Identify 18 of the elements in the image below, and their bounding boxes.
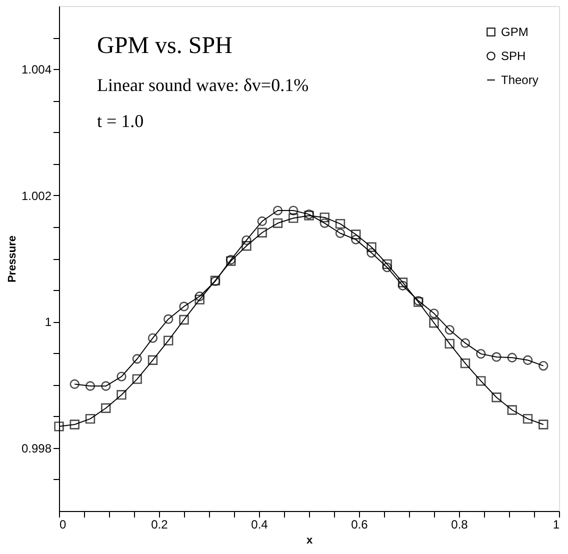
y-tick-label: 1.002 bbox=[21, 188, 52, 203]
y-axis-title: Pressure bbox=[6, 235, 18, 283]
x-tick-label: 1 bbox=[552, 518, 560, 532]
x-tick-label: 0.6 bbox=[351, 518, 368, 532]
annotation: GPM vs. SPH bbox=[97, 33, 232, 59]
annotation: Linear sound wave: δv=0.1% bbox=[97, 75, 309, 95]
legend-label: SPH bbox=[501, 49, 526, 63]
x-axis-title: x bbox=[306, 534, 314, 546]
legend-label: Theory bbox=[501, 73, 538, 87]
y-tick-label: 0.998 bbox=[21, 441, 52, 456]
y-tick-label: 1 bbox=[44, 315, 52, 330]
x-tick-label: 0 bbox=[60, 518, 66, 532]
x-tick-label: 0.2 bbox=[151, 518, 168, 532]
x-tick-label: 0.8 bbox=[451, 518, 468, 532]
legend-label: GPM bbox=[501, 25, 528, 39]
y-tick-label: 1.004 bbox=[21, 62, 52, 77]
x-tick-label: 0.4 bbox=[251, 518, 268, 532]
annotation: t = 1.0 bbox=[97, 111, 144, 131]
